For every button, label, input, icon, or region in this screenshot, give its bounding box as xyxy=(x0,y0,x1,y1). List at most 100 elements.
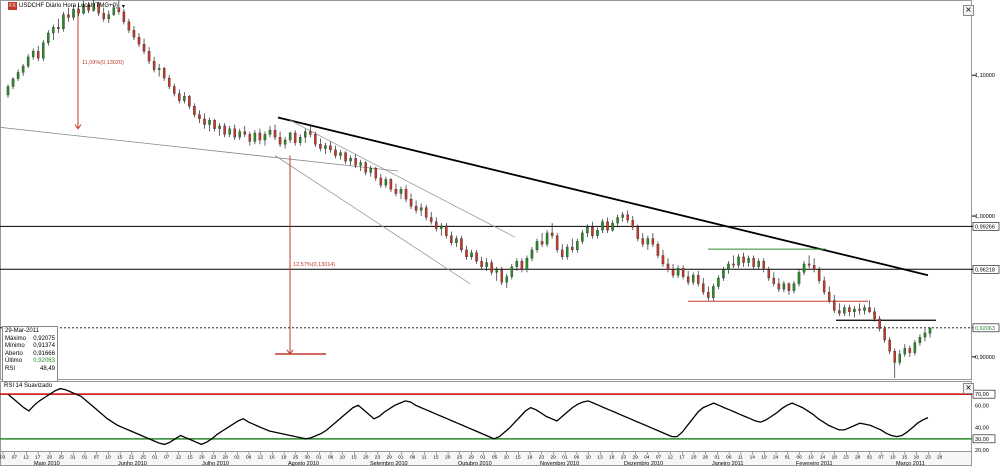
candle-body xyxy=(6,86,10,96)
month-label: Agosto 2010 xyxy=(288,461,319,466)
day-tick-label: 10 xyxy=(586,455,592,461)
day-tick-label: 05 xyxy=(492,455,498,461)
rsi-panel-frame xyxy=(0,381,972,452)
candle-body xyxy=(42,42,45,59)
candle-body xyxy=(278,137,282,145)
day-tick-label: 06 xyxy=(796,455,802,461)
day-tick-label: 23 xyxy=(621,455,627,461)
candle-body xyxy=(868,307,871,312)
candle-body xyxy=(419,207,423,211)
day-tick-label: 10 xyxy=(890,455,896,461)
candle-body xyxy=(243,131,247,135)
price-tick-label: 0,92063 xyxy=(975,326,995,332)
measure-annotation-2: 12,57%(0,13014) xyxy=(293,262,335,268)
candle-body xyxy=(414,206,418,211)
month-label: Junho 2010 xyxy=(118,461,147,466)
candle-body xyxy=(480,260,483,267)
candle-body xyxy=(858,308,861,311)
candle-body xyxy=(475,252,478,262)
candle-body xyxy=(404,189,408,200)
price-panel-frame xyxy=(0,0,972,380)
candle-body xyxy=(178,93,181,101)
candle-body xyxy=(21,65,25,73)
close-rsi-icon[interactable]: × xyxy=(963,383,974,394)
day-tick-label: 06 xyxy=(726,455,732,461)
candle-body xyxy=(601,221,604,231)
candle-body xyxy=(671,269,675,276)
channel-line-upper xyxy=(289,119,516,238)
month-label: Fevereiro 2011 xyxy=(796,461,833,466)
candle-body xyxy=(817,269,821,281)
candle-body xyxy=(460,238,463,251)
info-row-open: Aberto 0,91666 xyxy=(5,351,55,359)
info-row-low: Mínimo 0,91374 xyxy=(5,343,55,351)
candle-body xyxy=(213,120,216,129)
candle-body xyxy=(62,14,65,29)
candle-body xyxy=(47,32,50,43)
day-tick-label: 20 xyxy=(47,455,53,461)
candle-body xyxy=(510,266,514,277)
candle-body xyxy=(87,4,90,11)
candle-body xyxy=(833,300,836,311)
candle-body xyxy=(228,128,231,135)
candle-body xyxy=(465,249,468,258)
candle-body xyxy=(651,238,655,245)
day-tick-label: 29 xyxy=(387,455,393,461)
candle-body xyxy=(928,327,932,334)
candle-body xyxy=(777,283,781,290)
candle-body xyxy=(732,263,735,266)
candle-body xyxy=(681,268,685,277)
rsi-tick-label: 40,00 xyxy=(975,426,989,432)
candle-body xyxy=(883,328,886,341)
day-tick-label: 12 xyxy=(176,455,182,461)
candle-body xyxy=(31,51,35,58)
candle-body xyxy=(495,269,498,273)
candle-body xyxy=(807,263,811,266)
candle-body xyxy=(440,225,443,229)
candle-body xyxy=(591,227,594,236)
day-tick-label: 01 xyxy=(152,455,158,461)
candle-body xyxy=(545,232,549,245)
candle-body xyxy=(97,3,100,14)
close-icon[interactable]: × xyxy=(963,5,974,16)
candle-body xyxy=(298,137,302,143)
day-tick-label: 10 xyxy=(105,455,111,461)
candle-body xyxy=(727,263,730,270)
candle-body xyxy=(520,260,524,270)
day-tick-label: 13 xyxy=(597,455,603,461)
candle-body xyxy=(636,227,640,239)
candle-body xyxy=(822,280,826,293)
month-label: Janeiro 2011 xyxy=(712,461,743,466)
candle-body xyxy=(304,131,307,138)
downtrend-line xyxy=(277,116,929,277)
dropdown-icon[interactable]: ▾ xyxy=(121,3,125,10)
candle-body xyxy=(712,286,715,298)
candle-body xyxy=(470,252,473,258)
day-tick-label: 23 xyxy=(843,455,849,461)
price-tick-label: 0,99266 xyxy=(975,224,995,230)
candle-body xyxy=(319,144,322,149)
day-tick-label: 09 xyxy=(246,455,252,461)
candle-body xyxy=(696,275,700,284)
candle-body xyxy=(309,131,312,135)
rsi-label-box xyxy=(972,389,996,399)
day-tick-label: 01 xyxy=(398,455,404,461)
candle-body xyxy=(364,162,367,173)
candle-body xyxy=(903,348,907,355)
candle-body xyxy=(757,260,760,267)
day-tick-label: 14 xyxy=(750,455,756,461)
candle-body xyxy=(843,307,846,314)
candle-body xyxy=(183,96,186,101)
day-tick-label: 29 xyxy=(469,455,475,461)
candle-body xyxy=(137,37,141,45)
candle-body xyxy=(283,139,287,145)
day-tick-label: 03 xyxy=(0,455,6,461)
info-box: 29-Mar-2011 Máximo 0,92075 Mínimo 0,91374 … xyxy=(2,326,58,382)
day-tick-label: 25 xyxy=(293,455,299,461)
candle-body xyxy=(162,68,166,79)
channel-line-lower xyxy=(274,155,471,284)
candle-body xyxy=(888,339,891,352)
day-tick-label: 20 xyxy=(363,455,369,461)
info-value: 0,92063 xyxy=(33,358,55,364)
support-line-gray xyxy=(0,126,399,172)
